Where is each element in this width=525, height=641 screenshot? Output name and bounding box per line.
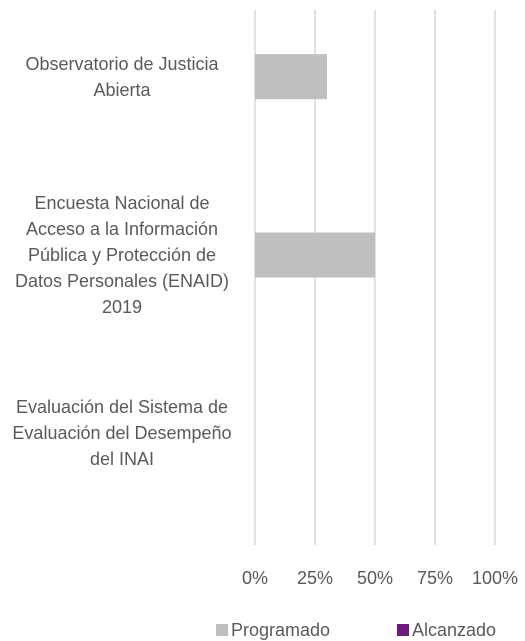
legend-label: Alcanzado xyxy=(412,620,496,640)
x-tick-label: 75% xyxy=(417,568,453,588)
y-tick-label: Observatorio de Justicia Abierta xyxy=(25,53,219,100)
x-tick-label: 25% xyxy=(297,568,333,588)
x-tick-label: 100% xyxy=(472,568,518,588)
bar xyxy=(255,232,375,278)
bar xyxy=(255,54,327,100)
legend-label: Programado xyxy=(231,620,330,640)
y-tick-label: Encuesta Nacional de Acceso a la Informa… xyxy=(14,193,230,317)
legend-swatch xyxy=(397,624,409,636)
y-tick-label: Evaluación del Sistema de Evaluación del… xyxy=(12,397,232,470)
legend-swatch xyxy=(216,624,228,636)
x-tick-label: 50% xyxy=(357,568,393,588)
x-tick-label: 0% xyxy=(242,568,268,588)
